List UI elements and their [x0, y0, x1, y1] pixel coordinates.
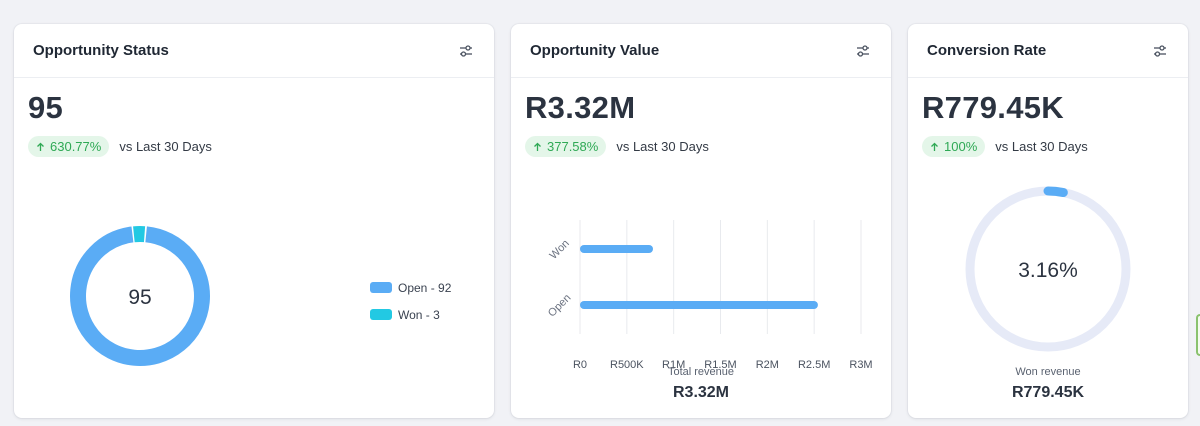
- donut-legend: Open - 92 Won - 3: [370, 274, 451, 328]
- trend-comparison: vs Last 30 Days: [995, 139, 1088, 154]
- trend-comparison: vs Last 30 Days: [616, 139, 709, 154]
- x-tick-label: R500K: [610, 359, 644, 371]
- gauge-center-value: 3.16%: [1018, 259, 1078, 282]
- donut-slice-open[interactable]: [70, 226, 210, 366]
- metric-value: R3.32M: [525, 90, 636, 125]
- trend-row: 100% vs Last 30 Days: [922, 136, 1088, 157]
- gauge-progress-arc[interactable]: [965, 186, 1131, 352]
- legend-swatch: [370, 309, 392, 320]
- legend-item-won[interactable]: Won - 3: [370, 301, 451, 328]
- legend-item-open[interactable]: Open - 92: [370, 274, 451, 301]
- trend-percent: 100%: [944, 139, 978, 154]
- trend-percent: 630.77%: [50, 139, 102, 154]
- y-category-label: Open: [546, 292, 574, 320]
- card-header: Conversion Rate: [908, 24, 1188, 78]
- card-header: Opportunity Value: [511, 24, 891, 78]
- metric-value: 95: [28, 90, 64, 125]
- opportunity-value-bar-chart: R0 R500K R1M R1.5M R2M R2.5M R3M Won Open: [546, 220, 873, 371]
- sliders-icon[interactable]: [855, 43, 871, 59]
- trend-percent: 377.58%: [547, 139, 599, 154]
- donut-slice-won[interactable]: [70, 226, 210, 366]
- x-tick-label: R1.5M: [704, 359, 736, 371]
- trend-badge: 100%: [922, 136, 986, 157]
- legend-label: Open - 92: [398, 280, 452, 295]
- x-tick-label: R2.5M: [798, 359, 830, 371]
- bar-won[interactable]: [580, 245, 654, 253]
- donut-center-value: 95: [128, 286, 151, 309]
- x-tick-label: R3M: [849, 359, 872, 371]
- trend-badge: 377.58%: [525, 136, 607, 157]
- opportunity-status-card: Opportunity Status 95 630.77% vs Last 30…: [14, 24, 494, 418]
- chart-caption-value: R779.45K: [1011, 384, 1085, 401]
- metric-value: R779.45K: [922, 90, 1064, 125]
- bar-open[interactable]: [580, 301, 818, 309]
- arrow-up-icon: [931, 142, 938, 151]
- chart-caption-label: Total revenue: [667, 366, 735, 378]
- sliders-icon[interactable]: [458, 43, 474, 59]
- conversion-rate-gauge: 3.16%: [965, 186, 1131, 352]
- y-category-label: Won: [548, 238, 572, 262]
- arrow-up-icon: [534, 142, 541, 151]
- legend-label: Won - 3: [398, 307, 440, 322]
- trend-row: 377.58% vs Last 30 Days: [525, 136, 709, 157]
- side-feedback-tab[interactable]: [1196, 314, 1200, 356]
- trend-row: 630.77% vs Last 30 Days: [28, 136, 212, 157]
- opportunity-value-card: Opportunity Value R3.32M 377.58% vs Last…: [511, 24, 891, 418]
- chart-caption-value: R3.32M: [672, 384, 730, 401]
- trend-comparison: vs Last 30 Days: [119, 139, 212, 154]
- x-tick-label: R1M: [662, 359, 685, 371]
- card-title: Conversion Rate: [927, 42, 1047, 59]
- card-header: Opportunity Status: [14, 24, 494, 78]
- card-title: Opportunity Value: [530, 42, 660, 59]
- x-tick-label: R2M: [756, 359, 779, 371]
- x-tick-label: R0: [573, 359, 587, 371]
- legend-swatch: [370, 282, 392, 293]
- trend-badge: 630.77%: [28, 136, 110, 157]
- chart-caption-label: Won revenue: [1015, 366, 1081, 378]
- conversion-rate-card: Conversion Rate R779.45K 100% vs Last 30…: [908, 24, 1188, 418]
- sliders-icon[interactable]: [1152, 43, 1168, 59]
- opportunity-status-donut-chart: 95: [70, 226, 210, 366]
- card-title: Opportunity Status: [33, 42, 169, 59]
- arrow-up-icon: [37, 142, 44, 151]
